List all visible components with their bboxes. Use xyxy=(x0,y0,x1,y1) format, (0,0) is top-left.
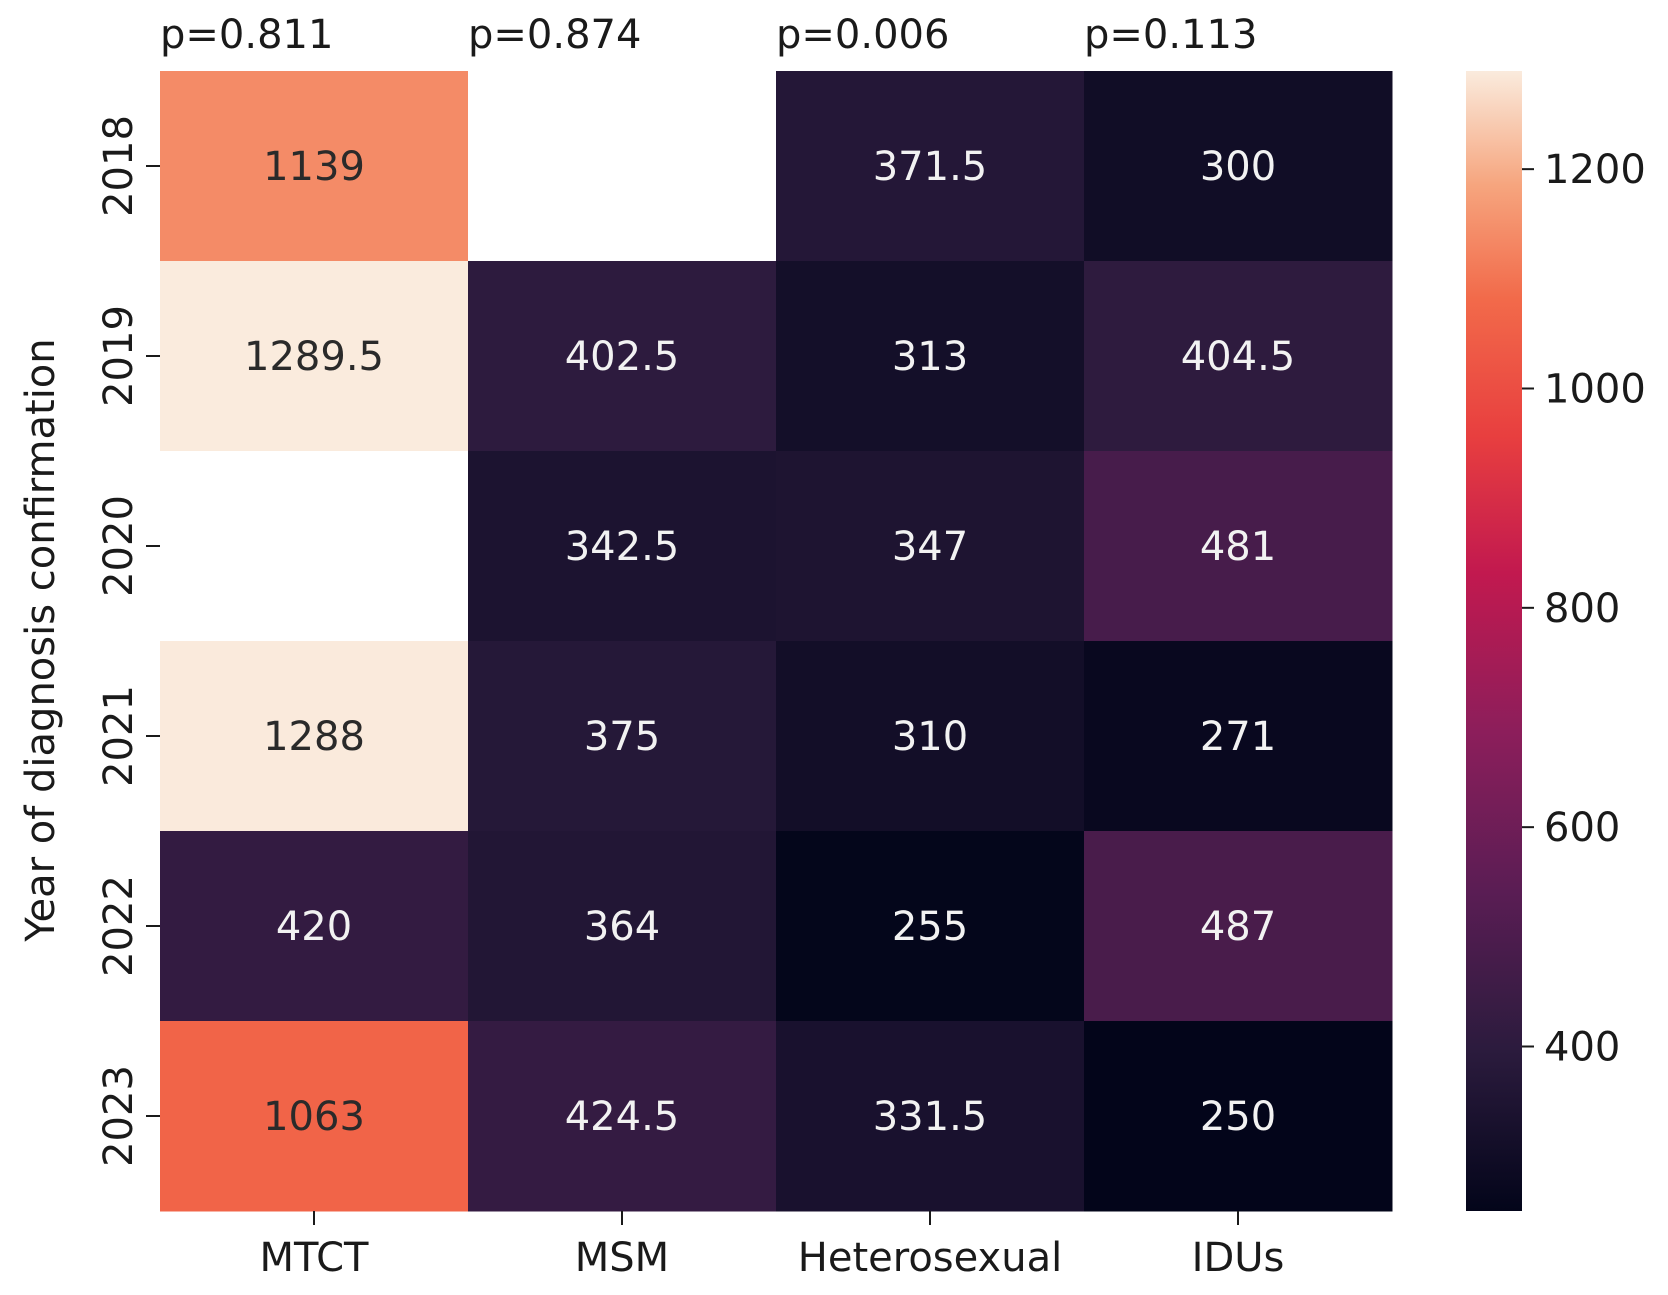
colorbar-tick-label-400: 400 xyxy=(1544,1024,1620,1070)
cell-label-2018-IDUs: 300 xyxy=(1200,144,1276,190)
p-value-idus: p=0.113 xyxy=(1084,12,1257,58)
cell-2018-MSM xyxy=(468,71,777,262)
cell-label-2019-MTCT: 1289.5 xyxy=(244,334,384,380)
cell-2020-IDUs xyxy=(1084,451,1393,642)
cell-label-2020-MSM: 342.5 xyxy=(565,524,680,570)
x-tick-label-idus: IDUs xyxy=(1192,1235,1285,1281)
x-tick-label-msm: MSM xyxy=(575,1235,669,1281)
y-tick-label-2022: 2022 xyxy=(96,875,142,977)
heatmap-cells xyxy=(160,71,1393,1212)
cell-label-2023-IDUs: 250 xyxy=(1200,1094,1276,1140)
cell-label-2022-MTCT: 420 xyxy=(276,904,352,950)
cell-2023-Heterosexual xyxy=(776,1021,1085,1212)
cell-2018-MTCT xyxy=(160,71,469,262)
cell-2021-IDUs xyxy=(1084,641,1393,832)
cell-2018-IDUs xyxy=(1084,71,1393,262)
cell-label-2018-Heterosexual: 371.5 xyxy=(873,144,988,190)
cell-label-2022-IDUs: 487 xyxy=(1200,904,1276,950)
cell-2020-MSM xyxy=(468,451,777,642)
cell-label-2022-MSM: 364 xyxy=(584,904,660,950)
cell-label-2021-IDUs: 271 xyxy=(1200,714,1276,760)
cell-label-2019-Heterosexual: 313 xyxy=(892,334,968,380)
x-axis: MTCT MSM Heterosexual IDUs xyxy=(260,1211,1285,1281)
p-value-msm: p=0.874 xyxy=(468,12,641,58)
cell-label-2019-IDUs: 404.5 xyxy=(1181,334,1296,380)
cell-label-2023-Heterosexual: 331.5 xyxy=(873,1094,988,1140)
cell-2023-IDUs xyxy=(1084,1021,1393,1212)
y-tick-label-2019: 2019 xyxy=(96,305,142,407)
cell-label-2021-MTCT: 1288 xyxy=(263,714,365,760)
cell-2023-MSM xyxy=(468,1021,777,1212)
cell-2018-Heterosexual xyxy=(776,71,1085,262)
cell-2019-IDUs xyxy=(1084,261,1393,452)
p-value-heterosexual: p=0.006 xyxy=(776,12,949,58)
cell-label-2021-Heterosexual: 310 xyxy=(892,714,968,760)
colorbar-tick-label-600: 600 xyxy=(1544,805,1620,851)
cell-2022-IDUs xyxy=(1084,831,1393,1022)
y-tick-label-2020: 2020 xyxy=(96,495,142,597)
cell-2022-MTCT xyxy=(160,831,469,1022)
cell-2019-MSM xyxy=(468,261,777,452)
cell-2022-Heterosexual xyxy=(776,831,1085,1022)
cell-2020-MTCT xyxy=(160,451,469,642)
y-axis-label: Year of diagnosis confirmation xyxy=(18,338,64,942)
y-tick-label-2023: 2023 xyxy=(96,1065,142,1167)
y-tick-label-2018: 2018 xyxy=(96,115,142,217)
p-value-annotations: p=0.811 p=0.874 p=0.006 p=0.113 xyxy=(160,12,1257,58)
cell-label-2023-MTCT: 1063 xyxy=(263,1094,365,1140)
cell-2022-MSM xyxy=(468,831,777,1022)
cell-2021-MSM xyxy=(468,641,777,832)
colorbar-tick-label-1000: 1000 xyxy=(1544,366,1646,412)
cell-2019-Heterosexual xyxy=(776,261,1085,452)
colorbar: 400 600 800 1000 1200 xyxy=(1466,71,1646,1211)
p-value-mtct: p=0.811 xyxy=(160,12,333,58)
cell-label-2018-MTCT: 1139 xyxy=(263,144,365,190)
y-axis: 2018 2019 2020 2021 2022 2023 xyxy=(96,115,160,1167)
cell-2020-Heterosexual xyxy=(776,451,1085,642)
colorbar-tick-label-800: 800 xyxy=(1544,586,1620,632)
cell-label-2020-IDUs: 481 xyxy=(1200,524,1276,570)
colorbar-tick-label-1200: 1200 xyxy=(1544,147,1646,193)
x-tick-label-heterosexual: Heterosexual xyxy=(798,1235,1062,1281)
colorbar-gradient xyxy=(1466,71,1522,1211)
cell-label-2023-MSM: 424.5 xyxy=(565,1094,680,1140)
cell-label-2021-MSM: 375 xyxy=(584,714,660,760)
cell-label-2022-Heterosexual: 255 xyxy=(892,904,968,950)
x-tick-label-mtct: MTCT xyxy=(260,1235,370,1281)
heatmap-cell-labels: 1139 371.5 300 1289.5 402.5 313 404.5 342.5 347 4… xyxy=(244,144,1295,1140)
cell-label-2019-MSM: 402.5 xyxy=(565,334,680,380)
cell-2021-MTCT xyxy=(160,641,469,832)
cell-2019-MTCT xyxy=(160,261,469,452)
cell-2021-Heterosexual xyxy=(776,641,1085,832)
cell-label-2020-Heterosexual: 347 xyxy=(892,524,968,570)
cell-2023-MTCT xyxy=(160,1021,469,1212)
y-tick-label-2021: 2021 xyxy=(96,685,142,787)
